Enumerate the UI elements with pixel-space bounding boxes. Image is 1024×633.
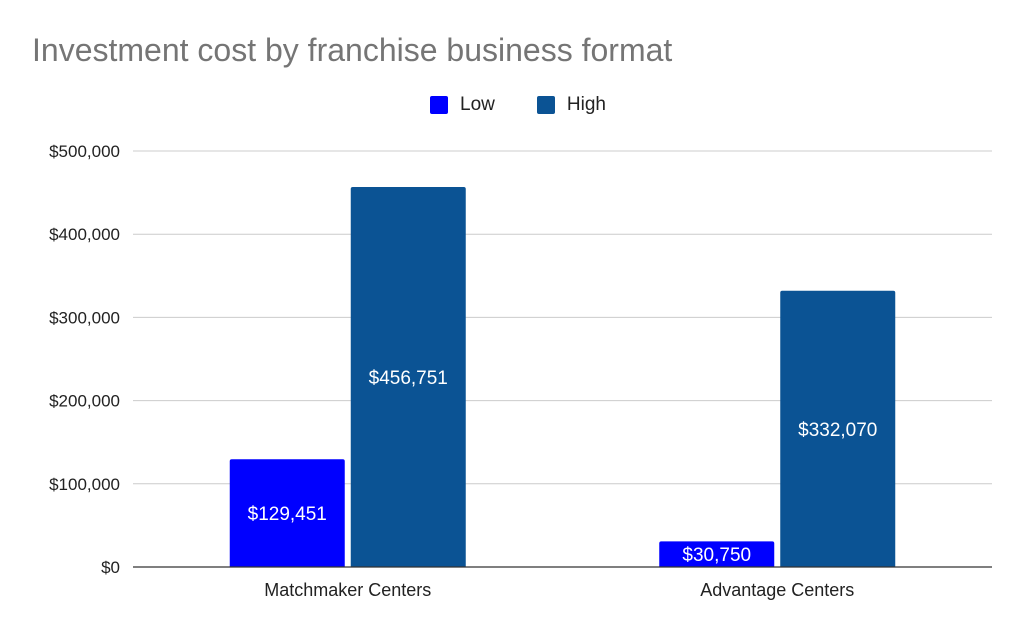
y-tick-label: $100,000 bbox=[49, 475, 120, 494]
legend-item-low[interactable]: Low bbox=[430, 94, 495, 116]
y-tick-label: $0 bbox=[101, 558, 120, 577]
x-tick-label: Advantage Centers bbox=[700, 580, 854, 600]
bar-low bbox=[229, 459, 345, 567]
data-label-low: $129,451 bbox=[248, 504, 327, 525]
bar-high bbox=[780, 290, 896, 567]
y-tick-label: $500,000 bbox=[49, 142, 120, 161]
legend-label-high: High bbox=[566, 94, 606, 115]
chart-title: Investment cost by franchise business fo… bbox=[32, 32, 673, 68]
bar-high bbox=[350, 186, 466, 568]
legend-swatch-low bbox=[430, 96, 449, 114]
bar-low bbox=[659, 541, 775, 567]
legend-item-high[interactable]: High bbox=[536, 94, 606, 116]
x-tick-label: Matchmaker Centers bbox=[264, 580, 431, 600]
y-tick-label: $400,000 bbox=[49, 225, 120, 244]
y-tick-label: $300,000 bbox=[49, 308, 120, 327]
legend-label-low: Low bbox=[460, 94, 495, 115]
data-label-high: $332,070 bbox=[798, 420, 877, 441]
y-tick-label: $200,000 bbox=[49, 392, 120, 411]
legend: Low High bbox=[0, 94, 1024, 116]
data-label-high: $456,751 bbox=[369, 368, 448, 389]
legend-swatch-high bbox=[536, 96, 555, 114]
data-label-low: $30,750 bbox=[682, 545, 751, 566]
